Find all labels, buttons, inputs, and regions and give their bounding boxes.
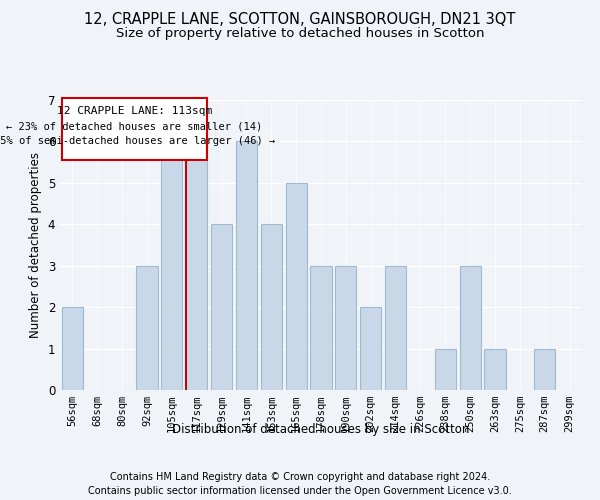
Bar [261, 224, 282, 390]
Bar [484, 348, 506, 390]
Bar [310, 266, 332, 390]
Bar [534, 348, 555, 390]
Text: 12 CRAPPLE LANE: 113sqm: 12 CRAPPLE LANE: 113sqm [57, 106, 212, 116]
Text: Contains public sector information licensed under the Open Government Licence v3: Contains public sector information licen… [88, 486, 512, 496]
Bar [211, 224, 232, 390]
Bar [435, 348, 456, 390]
Text: 12, CRAPPLE LANE, SCOTTON, GAINSBOROUGH, DN21 3QT: 12, CRAPPLE LANE, SCOTTON, GAINSBOROUGH,… [85, 12, 515, 28]
Y-axis label: Number of detached properties: Number of detached properties [29, 152, 42, 338]
Bar [385, 266, 406, 390]
Bar [286, 183, 307, 390]
Bar [335, 266, 356, 390]
Text: Distribution of detached houses by size in Scotton: Distribution of detached houses by size … [172, 422, 470, 436]
Text: 75% of semi-detached houses are larger (46) →: 75% of semi-detached houses are larger (… [0, 136, 275, 146]
Text: Contains HM Land Registry data © Crown copyright and database right 2024.: Contains HM Land Registry data © Crown c… [110, 472, 490, 482]
Bar [186, 142, 207, 390]
Bar [161, 142, 182, 390]
Bar [136, 266, 158, 390]
Bar [236, 142, 257, 390]
Bar [62, 307, 83, 390]
Bar [360, 307, 381, 390]
Text: ← 23% of detached houses are smaller (14): ← 23% of detached houses are smaller (14… [7, 122, 263, 132]
Bar [460, 266, 481, 390]
FancyBboxPatch shape [62, 98, 207, 160]
Text: Size of property relative to detached houses in Scotton: Size of property relative to detached ho… [116, 28, 484, 40]
